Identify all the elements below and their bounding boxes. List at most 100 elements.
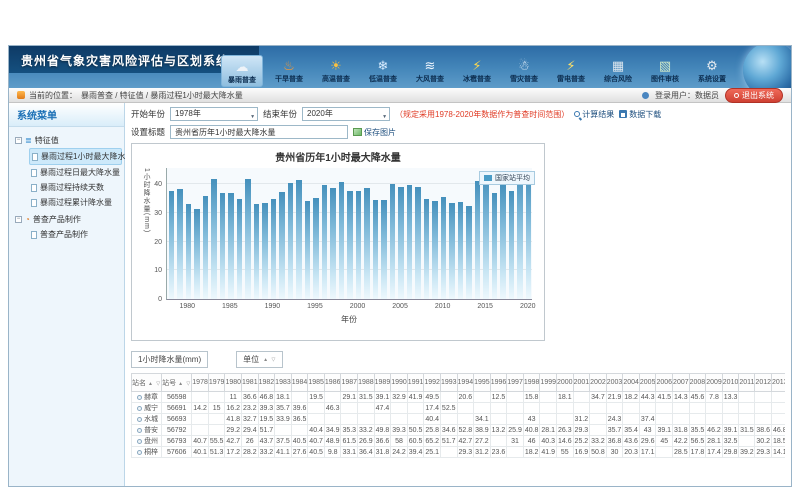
save-image-button[interactable]: 保存图片: [353, 127, 396, 138]
nav-item-低温普查[interactable]: ❄低温普查: [362, 55, 404, 87]
col-header-year[interactable]: 2001: [573, 374, 590, 392]
nav-item-大风普查[interactable]: ≋大风普查: [409, 55, 451, 87]
col-header-year[interactable]: 1992: [424, 374, 441, 392]
col-header-year[interactable]: 1985: [308, 374, 325, 392]
nav-item-综合风险[interactable]: ▦综合风险: [597, 55, 639, 87]
bar-2004: [390, 184, 396, 299]
unit-sort-control[interactable]: 单位 ▲ ▽: [236, 351, 283, 368]
table-row[interactable]: 水城5669341.832.719.533.936.540.434.14331.…: [132, 414, 786, 425]
table-row[interactable]: 桐梓5760640.151.317.228.233.241.127.640.59…: [132, 447, 786, 458]
x-tick-label: 2015: [473, 303, 497, 310]
table-row[interactable]: 威宁5669114.21516.223.239.335.739.646.347.…: [132, 403, 786, 414]
col-header-year[interactable]: 2004: [623, 374, 640, 392]
col-header-year[interactable]: 2011: [739, 374, 755, 392]
col-header-year[interactable]: 1989: [374, 374, 391, 392]
col-header-year[interactable]: 2010: [722, 374, 739, 392]
col-header-year[interactable]: 1986: [324, 374, 341, 392]
nav-item-暴雨普查[interactable]: ☁暴雨普查: [221, 55, 263, 87]
value-cell: [208, 414, 225, 425]
col-header-year[interactable]: 1983: [275, 374, 292, 392]
col-header-year[interactable]: 2012: [755, 374, 772, 392]
col-header-year[interactable]: 2013: [772, 374, 786, 392]
col-header-station-name[interactable]: 站名 ▲ ▽: [132, 374, 162, 392]
sidebar-item-暴雨过程累计降水量[interactable]: 暴雨过程累计降水量: [29, 195, 122, 210]
col-header-year[interactable]: 1979: [208, 374, 225, 392]
chart-title-input[interactable]: [170, 125, 348, 139]
value-cell: 65.2: [424, 436, 441, 447]
end-year-label: 结束年份: [263, 108, 297, 120]
col-header-year[interactable]: 2009: [706, 374, 723, 392]
value-field-selector[interactable]: 1小时降水量(mm): [131, 351, 208, 368]
col-header-year[interactable]: 2000: [557, 374, 574, 392]
col-header-year[interactable]: 2005: [639, 374, 656, 392]
table-row[interactable]: 盘州5679340.755.542.72643.737.540.540.748.…: [132, 436, 786, 447]
col-header-year[interactable]: 1990: [391, 374, 408, 392]
value-cell: 17.4: [424, 403, 441, 414]
breadcrumb-path[interactable]: 暴雨普查 / 特征值 / 暴雨过程1小时最大降水量: [81, 90, 243, 101]
lightning-icon: ⚡: [551, 57, 591, 74]
col-header-year[interactable]: 1997: [507, 374, 524, 392]
nav-item-雷电普查[interactable]: ⚡雷电普查: [550, 55, 592, 87]
user-icon: [642, 92, 649, 99]
nav-item-干旱普查[interactable]: ♨干旱普查: [268, 55, 310, 87]
value-cell: 34.1: [474, 414, 491, 425]
sidebar-item-暴雨过程1小时最大降水量[interactable]: 暴雨过程1小时最大降水量: [29, 148, 122, 165]
station-id: 56598: [162, 392, 192, 403]
sidebar-item-暴雨过程持续天数[interactable]: 暴雨过程持续天数: [29, 180, 122, 195]
station-id: 57606: [162, 447, 192, 458]
picture-icon: [353, 128, 362, 136]
download-button[interactable]: 数据下载: [619, 109, 661, 120]
sidebar-item-暴雨过程日最大降水量[interactable]: 暴雨过程日最大降水量: [29, 165, 122, 180]
value-cell: 19.5: [308, 392, 325, 403]
col-header-year[interactable]: 1980: [225, 374, 242, 392]
col-header-year[interactable]: 1982: [258, 374, 275, 392]
col-header-year[interactable]: 1994: [457, 374, 474, 392]
value-cell: 14.6: [557, 436, 574, 447]
value-cell: 26.9: [358, 436, 375, 447]
table-row[interactable]: 赫章565981136.646.818.119.529.131.539.132.…: [132, 392, 786, 403]
col-header-year[interactable]: 1995: [474, 374, 491, 392]
col-header-year[interactable]: 1993: [440, 374, 457, 392]
sidebar-item-普查产品制作[interactable]: 普查产品制作: [29, 227, 122, 242]
col-header-year[interactable]: 1996: [490, 374, 507, 392]
col-header-year[interactable]: 1998: [523, 374, 540, 392]
nav-item-冰雹普查[interactable]: ⚡冰雹普查: [456, 55, 498, 87]
col-header-year[interactable]: 2008: [689, 374, 706, 392]
collapse-icon[interactable]: −: [15, 216, 22, 223]
x-tick-label: 2010: [431, 303, 455, 310]
logout-button[interactable]: 退出系统: [725, 88, 783, 103]
col-header-year[interactable]: 1978: [192, 374, 209, 392]
table-row[interactable]: 普安5679229.229.451.740.434.935.333.249.83…: [132, 425, 786, 436]
value-cell: 34.6: [440, 425, 457, 436]
col-header-year[interactable]: 1981: [242, 374, 259, 392]
tree-group-特征值[interactable]: −≣特征值: [15, 133, 122, 148]
tree-group-普查产品制作[interactable]: −◔普查产品制作: [15, 212, 122, 227]
document-icon: [31, 231, 37, 239]
end-year-select[interactable]: 2020年: [302, 107, 390, 121]
value-cell: 36.6: [242, 392, 259, 403]
col-header-year[interactable]: 1987: [341, 374, 358, 392]
nav-item-高温普查[interactable]: ☀高温普查: [315, 55, 357, 87]
calculate-button[interactable]: 计算结果: [574, 109, 614, 120]
col-header-year[interactable]: 1988: [358, 374, 375, 392]
bar-2010: [441, 197, 447, 299]
power-icon: [734, 93, 739, 98]
bar-1981: [194, 209, 200, 299]
col-header-year[interactable]: 2002: [590, 374, 607, 392]
col-header-year[interactable]: 2006: [656, 374, 673, 392]
nav-item-雪灾普查[interactable]: ☃雪灾普查: [503, 55, 545, 87]
value-cell: 46.2: [706, 425, 723, 436]
nav-item-图件审核[interactable]: ▧图件审核: [644, 55, 686, 87]
value-cell: [507, 414, 524, 425]
value-cell: 24.2: [391, 447, 408, 458]
col-header-year[interactable]: 2007: [673, 374, 690, 392]
col-header-year[interactable]: 1984: [291, 374, 308, 392]
col-header-station-id[interactable]: 站号 ▲ ▽: [162, 374, 192, 392]
start-year-select[interactable]: 1978年: [170, 107, 258, 121]
col-header-year[interactable]: 2003: [606, 374, 623, 392]
col-header-year[interactable]: 1991: [407, 374, 424, 392]
chart-legend: 国家站平均: [479, 171, 535, 185]
col-header-year[interactable]: 1999: [540, 374, 557, 392]
nav-item-系统设置[interactable]: ⚙系统设置: [691, 55, 733, 87]
collapse-icon[interactable]: −: [15, 137, 22, 144]
